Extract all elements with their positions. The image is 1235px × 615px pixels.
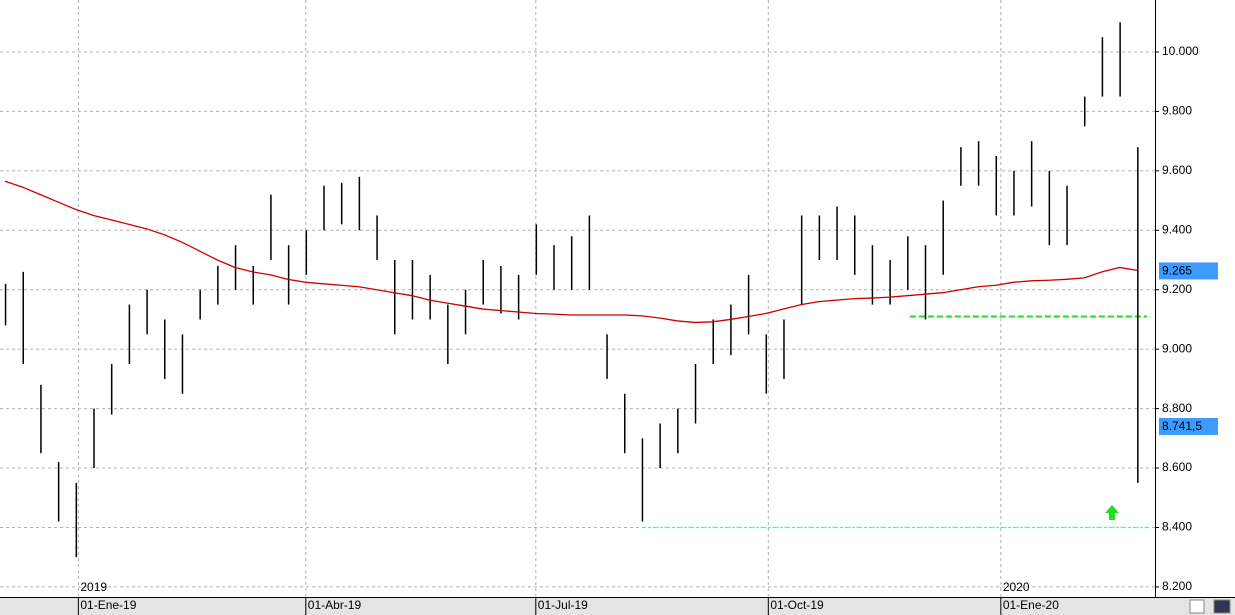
price-label: 9.265 [1162, 264, 1192, 278]
price-label-box [1159, 417, 1218, 435]
save-icon[interactable] [1213, 599, 1231, 614]
y-tick-label: 9.200 [1162, 282, 1192, 296]
y-tick-label: 9.600 [1162, 163, 1192, 177]
y-tick-label: 8.800 [1162, 401, 1192, 415]
x-tick-label: 01-Ene-20 [1003, 598, 1059, 612]
x-tick-label: 01-Jul-19 [538, 598, 588, 612]
up-arrow [1105, 505, 1119, 520]
moving-average [4, 180, 1138, 324]
grid [0, 0, 1155, 597]
y-tick-label: 9.000 [1162, 341, 1192, 355]
year-label: 2020 [1003, 580, 1030, 594]
y-tick-label: 8.200 [1162, 579, 1192, 593]
y-tick-label: 9.400 [1162, 222, 1192, 236]
x-tick-label: 01-Ene-19 [80, 598, 136, 612]
price-label-box [1159, 262, 1218, 280]
x-axis-band [0, 597, 1235, 615]
y-tick-label: 8.400 [1162, 520, 1192, 534]
y-tick-label: 9.800 [1162, 104, 1192, 118]
settings-icon[interactable] [1189, 599, 1205, 614]
x-tick-label: 01-Abr-19 [308, 598, 362, 612]
y-tick-label: 10.000 [1162, 44, 1199, 58]
price-label: 8.741,5 [1162, 419, 1202, 433]
x-tick-label: 01-Oct-19 [770, 598, 824, 612]
year-label: 2019 [80, 580, 107, 594]
y-tick-label: 8.600 [1162, 460, 1192, 474]
